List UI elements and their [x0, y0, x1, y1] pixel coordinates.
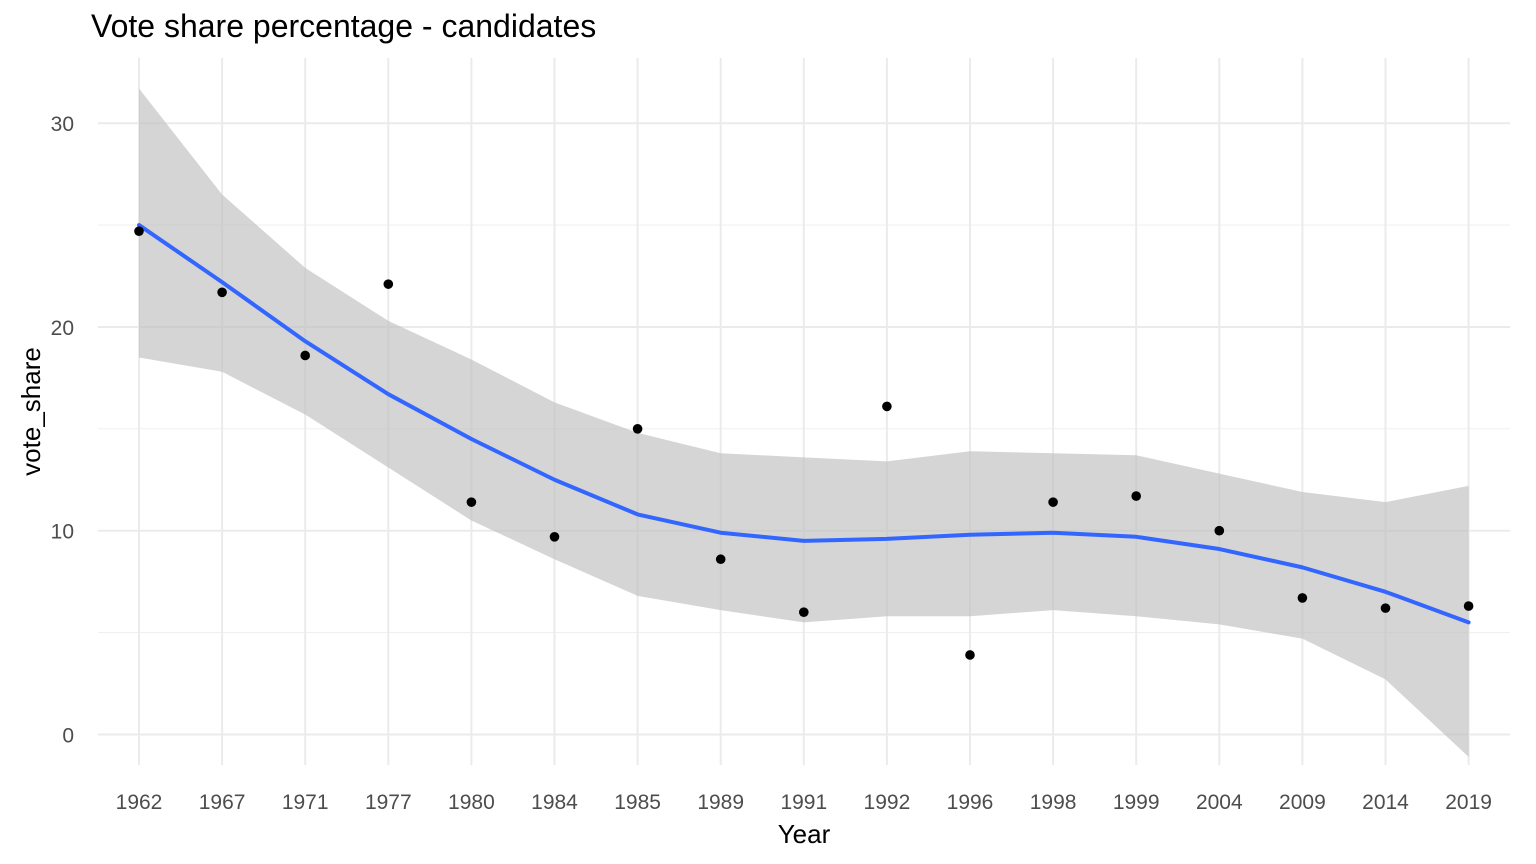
- y-tick-label: 30: [51, 113, 74, 136]
- data-point: [799, 607, 809, 617]
- x-tick-label: 1967: [199, 791, 246, 814]
- data-point: [965, 650, 975, 660]
- x-tick-label: 1999: [1113, 791, 1160, 814]
- data-point: [1380, 603, 1391, 613]
- x-tick-label: 2004: [1196, 791, 1243, 814]
- y-axis-title: vote_share: [16, 347, 46, 476]
- x-tick-label: 1996: [947, 791, 994, 814]
- y-tick-labels: 0 10 20 30: [51, 113, 74, 747]
- chart-title: Vote share percentage - candidates: [91, 8, 597, 44]
- x-tick-label: 1962: [116, 791, 163, 814]
- data-point: [466, 497, 477, 507]
- smooth-line-group: [137, 223, 1471, 625]
- smooth-line: [137, 223, 1471, 625]
- data-point: [1214, 525, 1225, 536]
- data-point: [217, 287, 227, 298]
- data-point: [1463, 601, 1474, 611]
- x-tick-label: 1984: [531, 791, 578, 814]
- y-tick-label: 10: [51, 521, 74, 544]
- x-tick-label: 1992: [864, 791, 911, 814]
- data-point: [134, 226, 144, 236]
- data-point: [882, 401, 892, 412]
- x-tick-labels: 1962 1967 1971 1977 1980 1984 1985 1989 1991 1992…: [116, 791, 1492, 814]
- x-tick-label: 1985: [614, 791, 661, 814]
- x-tick-label: 1991: [780, 791, 827, 814]
- x-axis-title: Year: [778, 819, 831, 849]
- data-point: [632, 424, 643, 434]
- data-point: [715, 554, 726, 565]
- x-tick-label: 1980: [448, 791, 495, 814]
- x-tick-label: 2009: [1279, 791, 1326, 814]
- x-tick-label: 1971: [282, 791, 329, 814]
- y-tick-label: 20: [51, 317, 74, 340]
- x-tick-label: 1977: [365, 791, 412, 814]
- data-point: [383, 279, 394, 289]
- x-tick-label: 2019: [1445, 791, 1492, 814]
- confidence-band-group: [139, 88, 1469, 757]
- data-point: [300, 350, 311, 361]
- x-tick-label: 2014: [1362, 791, 1409, 814]
- x-tick-label: 1998: [1030, 791, 1077, 814]
- y-tick-label: 0: [62, 724, 74, 747]
- data-point: [1048, 497, 1058, 507]
- points-group: [134, 226, 1474, 660]
- x-tick-label: 1989: [697, 791, 744, 814]
- data-point: [1297, 593, 1308, 603]
- confidence-band: [139, 88, 1469, 757]
- data-point: [549, 532, 560, 542]
- data-point: [1131, 491, 1141, 501]
